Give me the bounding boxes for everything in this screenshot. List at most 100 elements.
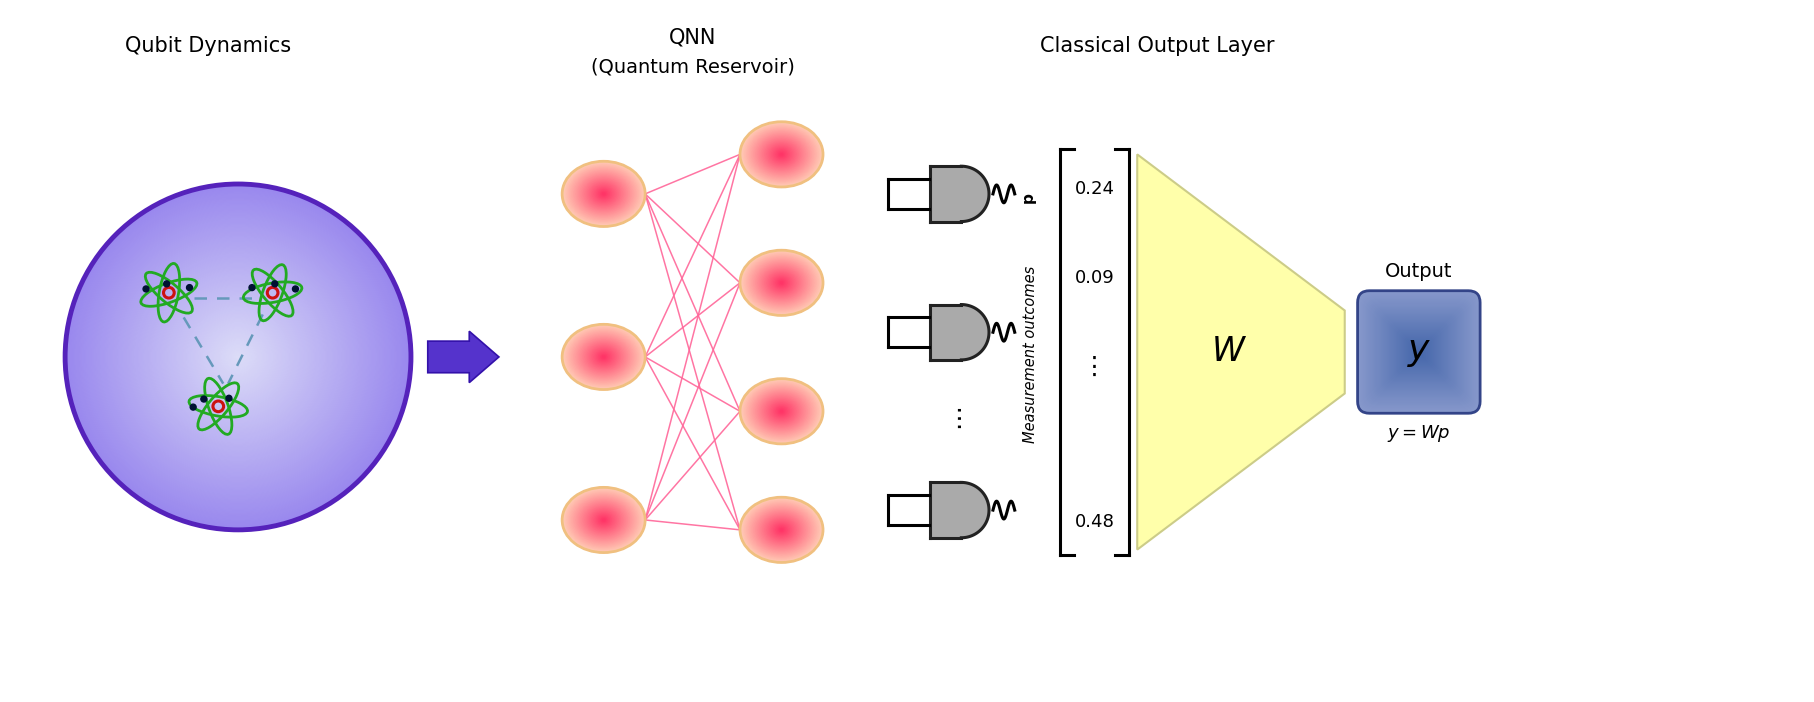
Ellipse shape <box>755 133 809 176</box>
Ellipse shape <box>580 176 626 212</box>
FancyBboxPatch shape <box>1366 299 1471 405</box>
Circle shape <box>143 262 334 452</box>
FancyBboxPatch shape <box>1419 351 1420 353</box>
Circle shape <box>207 326 268 388</box>
Ellipse shape <box>593 185 615 203</box>
Ellipse shape <box>573 333 635 381</box>
FancyBboxPatch shape <box>1393 326 1446 378</box>
Ellipse shape <box>744 500 820 559</box>
Ellipse shape <box>760 267 802 299</box>
Ellipse shape <box>740 250 824 315</box>
Ellipse shape <box>579 338 628 376</box>
Ellipse shape <box>747 503 816 557</box>
Circle shape <box>205 324 270 390</box>
Circle shape <box>200 319 276 395</box>
Circle shape <box>154 272 323 442</box>
FancyBboxPatch shape <box>1380 313 1458 391</box>
FancyBboxPatch shape <box>1386 318 1453 385</box>
Ellipse shape <box>575 171 633 217</box>
FancyBboxPatch shape <box>1359 292 1478 412</box>
Circle shape <box>82 201 394 512</box>
Ellipse shape <box>778 527 785 533</box>
Circle shape <box>171 289 305 425</box>
Circle shape <box>221 340 256 374</box>
Ellipse shape <box>746 501 818 559</box>
Ellipse shape <box>573 496 635 544</box>
Ellipse shape <box>590 183 619 205</box>
Ellipse shape <box>566 164 642 224</box>
Ellipse shape <box>747 128 816 181</box>
Ellipse shape <box>579 500 629 540</box>
Ellipse shape <box>751 131 811 178</box>
Ellipse shape <box>571 495 635 545</box>
Ellipse shape <box>771 274 793 291</box>
Ellipse shape <box>579 174 629 214</box>
Ellipse shape <box>568 492 639 548</box>
Ellipse shape <box>764 516 800 544</box>
Circle shape <box>107 225 370 489</box>
Circle shape <box>232 352 243 362</box>
Ellipse shape <box>751 506 813 554</box>
Ellipse shape <box>571 332 635 382</box>
Ellipse shape <box>564 164 642 225</box>
Ellipse shape <box>749 257 814 308</box>
Ellipse shape <box>742 498 822 562</box>
Ellipse shape <box>602 193 606 195</box>
Ellipse shape <box>586 343 622 371</box>
Ellipse shape <box>590 345 619 369</box>
Circle shape <box>111 229 366 485</box>
Circle shape <box>163 283 312 431</box>
Ellipse shape <box>570 494 637 547</box>
Ellipse shape <box>760 395 804 428</box>
Circle shape <box>96 215 379 498</box>
Text: Classical Output Layer: Classical Output Layer <box>1039 36 1273 55</box>
Ellipse shape <box>776 407 787 416</box>
Circle shape <box>216 334 261 379</box>
Circle shape <box>229 348 247 366</box>
Ellipse shape <box>582 340 626 374</box>
Ellipse shape <box>599 517 608 523</box>
Circle shape <box>292 286 299 292</box>
Ellipse shape <box>577 336 631 378</box>
FancyBboxPatch shape <box>1397 331 1440 373</box>
Ellipse shape <box>767 272 795 293</box>
Ellipse shape <box>600 518 606 522</box>
Ellipse shape <box>595 187 613 201</box>
Ellipse shape <box>577 499 629 541</box>
Ellipse shape <box>780 282 784 284</box>
Ellipse shape <box>742 380 822 442</box>
Ellipse shape <box>746 126 818 183</box>
Circle shape <box>74 192 403 521</box>
Ellipse shape <box>570 167 637 220</box>
Ellipse shape <box>771 403 793 419</box>
Ellipse shape <box>778 528 784 532</box>
FancyBboxPatch shape <box>1382 316 1455 388</box>
FancyBboxPatch shape <box>1393 326 1444 378</box>
Circle shape <box>163 281 171 287</box>
Ellipse shape <box>586 180 620 208</box>
FancyBboxPatch shape <box>1360 294 1477 410</box>
Ellipse shape <box>595 350 611 364</box>
Ellipse shape <box>586 506 622 534</box>
Ellipse shape <box>740 498 822 562</box>
FancyBboxPatch shape <box>1404 338 1433 366</box>
FancyBboxPatch shape <box>1377 309 1462 395</box>
Ellipse shape <box>597 515 610 525</box>
Ellipse shape <box>756 510 807 550</box>
Ellipse shape <box>568 166 639 222</box>
Text: $\mathbf{\mathit{y}}$: $\mathbf{\mathit{y}}$ <box>1406 335 1431 369</box>
Ellipse shape <box>577 173 631 215</box>
Ellipse shape <box>769 274 793 292</box>
Ellipse shape <box>776 526 785 534</box>
Ellipse shape <box>776 279 787 287</box>
Ellipse shape <box>769 401 795 422</box>
Ellipse shape <box>749 258 813 307</box>
Ellipse shape <box>764 141 798 168</box>
Ellipse shape <box>597 515 611 525</box>
Ellipse shape <box>747 256 816 310</box>
Ellipse shape <box>762 139 800 170</box>
Ellipse shape <box>597 514 611 526</box>
Circle shape <box>190 404 196 410</box>
FancyBboxPatch shape <box>1408 340 1429 363</box>
Ellipse shape <box>746 126 818 183</box>
